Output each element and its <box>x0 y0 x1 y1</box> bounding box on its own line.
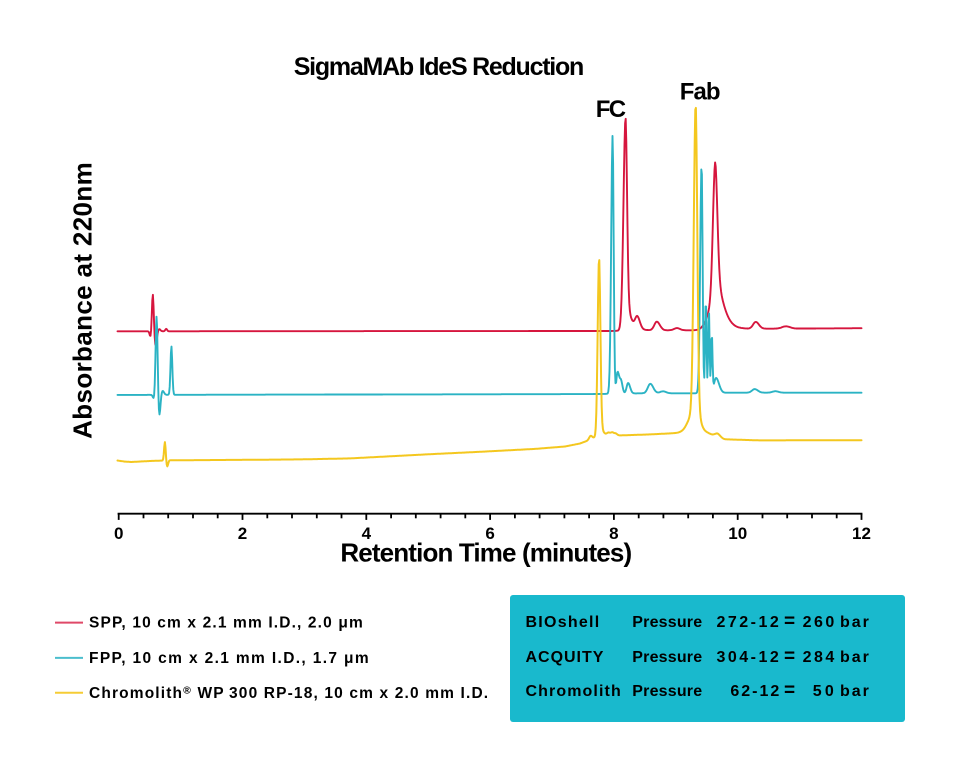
svg-text:Chromolith® WP 300 RP-18, 10 c: Chromolith® WP 300 RP-18, 10 cm x 2.0 mm… <box>89 684 489 702</box>
svg-text:0: 0 <box>114 524 123 543</box>
svg-text:=: = <box>784 611 795 632</box>
svg-text:4: 4 <box>362 524 372 543</box>
svg-text:=: = <box>784 680 795 701</box>
svg-text:Pressure: Pressure <box>632 614 702 631</box>
svg-text:Retention Time (minutes): Retention Time (minutes) <box>340 537 631 567</box>
svg-text:Fab: Fab <box>680 79 720 106</box>
svg-text:ACQUITY: ACQUITY <box>526 649 605 666</box>
svg-text:284: 284 <box>803 649 837 666</box>
svg-text:2: 2 <box>238 524 247 543</box>
svg-text:304-12: 304-12 <box>716 649 781 666</box>
svg-text:SigmaMAb IdeS Reduction: SigmaMAb IdeS Reduction <box>294 53 583 81</box>
svg-text:bar: bar <box>840 649 871 666</box>
svg-text:Pressure: Pressure <box>632 649 702 666</box>
svg-text:BIOshell: BIOshell <box>526 614 601 631</box>
svg-text:8: 8 <box>609 524 618 543</box>
svg-text:Pressure: Pressure <box>632 683 702 700</box>
svg-text:272-12: 272-12 <box>716 614 781 631</box>
svg-text:62-12: 62-12 <box>730 683 781 700</box>
svg-text:Chromolith: Chromolith <box>526 683 622 700</box>
svg-text:=: = <box>784 646 795 667</box>
svg-text:SPP, 10 cm x 2.1 mm I.D., 2.0: SPP, 10 cm x 2.1 mm I.D., 2.0 μm <box>89 615 364 632</box>
svg-text:FPP, 10 cm x 2.1 mm I.D., 1.7: FPP, 10 cm x 2.1 mm I.D., 1.7 μm <box>89 650 370 667</box>
svg-text:50: 50 <box>813 683 837 700</box>
svg-text:260: 260 <box>803 614 837 631</box>
svg-text:bar: bar <box>840 683 871 700</box>
svg-text:bar: bar <box>840 614 871 631</box>
svg-text:6: 6 <box>485 524 494 543</box>
svg-text:FC: FC <box>596 96 626 123</box>
svg-text:Absorbance at 220nm: Absorbance at 220nm <box>68 162 98 439</box>
svg-text:10: 10 <box>728 524 747 543</box>
svg-text:12: 12 <box>852 524 871 543</box>
